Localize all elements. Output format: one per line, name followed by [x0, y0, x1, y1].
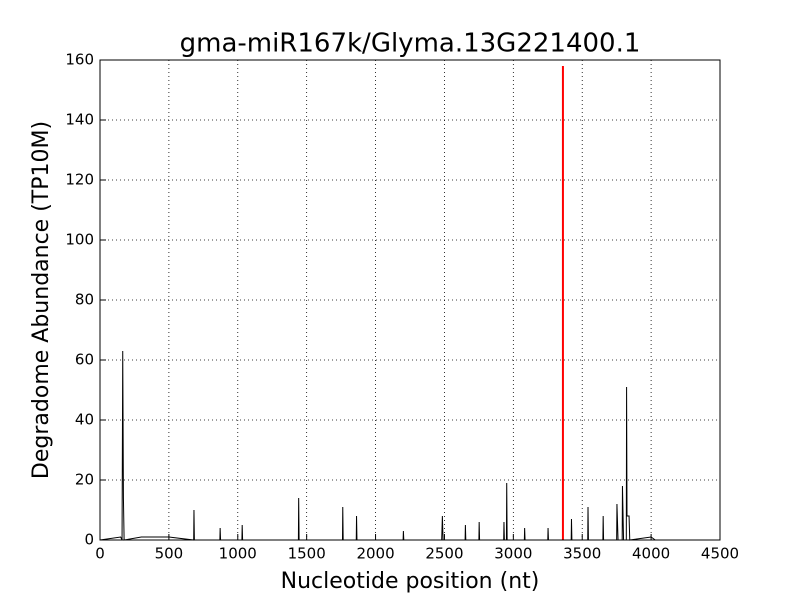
x-tick-label: 4500 — [701, 545, 739, 563]
x-tick-label: 1000 — [219, 545, 257, 563]
chart-title: gma-miR167k/Glyma.13G221400.1 — [180, 29, 641, 59]
plot-frame — [99, 59, 721, 541]
y-tick-label: 160 — [65, 51, 94, 69]
x-tick-label: 2500 — [425, 545, 463, 563]
y-tick-label: 20 — [75, 471, 94, 489]
y-tick-label: 120 — [65, 171, 94, 189]
x-tick-label: 0 — [95, 545, 105, 563]
x-tick-label: 2000 — [356, 545, 394, 563]
y-tick-label: 140 — [65, 111, 94, 129]
x-tick-label: 500 — [155, 545, 184, 563]
x-axis-label: Nucleotide position (nt) — [281, 569, 540, 594]
x-tick-label: 3000 — [494, 545, 532, 563]
y-tick-label: 60 — [75, 351, 94, 369]
series-line — [99, 350, 656, 541]
x-tick-label: 4000 — [632, 545, 670, 563]
y-tick-label: 0 — [84, 531, 94, 549]
y-tick-label: 40 — [75, 411, 94, 429]
x-tick-label: 1500 — [288, 545, 326, 563]
y-tick-label: 100 — [65, 231, 94, 249]
x-tick-label: 3500 — [563, 545, 601, 563]
y-axis-label: Degradome Abundance (TP10M) — [29, 121, 54, 479]
y-tick-label: 80 — [75, 291, 94, 309]
